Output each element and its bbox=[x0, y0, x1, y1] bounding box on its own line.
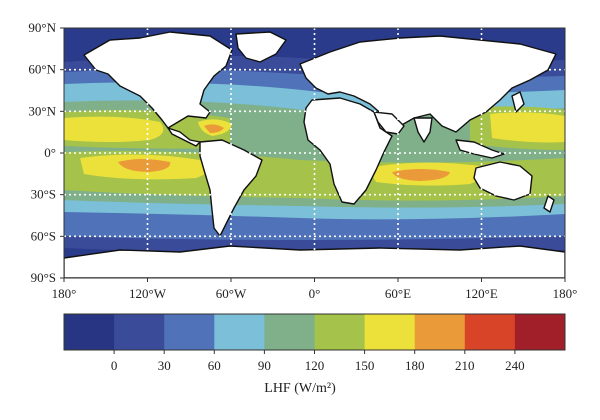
lon-tick-label: 180° bbox=[52, 286, 77, 301]
lon-tick-label: 120°W bbox=[129, 286, 167, 301]
lon-tick-label: 180° bbox=[553, 286, 578, 301]
india bbox=[413, 117, 433, 143]
colorbar-tick-label: 120 bbox=[305, 358, 325, 373]
lat-tick-label: 0° bbox=[44, 145, 56, 160]
lon-tick-label: 60°W bbox=[216, 286, 247, 301]
colorbar-title-text: LHF (W/m²) bbox=[264, 381, 336, 396]
antarctica bbox=[64, 245, 565, 278]
colorbar-tick-label: 0 bbox=[111, 358, 118, 373]
lon-tick-label: 0° bbox=[309, 286, 321, 301]
colorbar-tick-label: 90 bbox=[258, 358, 271, 373]
lon-tick-label: 120°E bbox=[465, 286, 498, 301]
colorbar-swatch bbox=[414, 314, 466, 350]
colorbar-tick-label: 60 bbox=[208, 358, 221, 373]
central-america bbox=[167, 127, 201, 147]
band-150-180-wnp bbox=[490, 112, 565, 143]
north-america bbox=[83, 31, 233, 129]
colorbar-swatch bbox=[214, 314, 265, 350]
colorbar-swatch bbox=[114, 314, 165, 350]
lat-tick-label: 90°S bbox=[31, 270, 56, 285]
longitude-axis: 180° 120°W 60°W 0° 60°E 120°E 180° bbox=[52, 278, 578, 301]
colorbar-swatch bbox=[464, 314, 516, 350]
colorbar-tick-label: 240 bbox=[505, 358, 525, 373]
lat-tick-label: 30°S bbox=[31, 187, 56, 202]
colorbar-swatch bbox=[364, 314, 416, 350]
lat-tick-label: 60°N bbox=[28, 62, 56, 77]
japan bbox=[511, 91, 525, 113]
colorbar-swatch bbox=[514, 314, 566, 350]
lat-tick-label: 60°S bbox=[31, 228, 56, 243]
latitude-axis: 90°N 60°N 30°N 0° 30°S 60°S 90°S bbox=[28, 20, 64, 285]
eurasia bbox=[299, 35, 557, 133]
band-180-210-carib bbox=[204, 124, 224, 133]
australia bbox=[473, 161, 533, 201]
colorbar-tick-label: 30 bbox=[158, 358, 171, 373]
colorbar-swatch bbox=[314, 314, 366, 350]
southeast-asia-islands bbox=[455, 139, 505, 159]
continents bbox=[64, 31, 565, 278]
lon-tick-label: 60°E bbox=[385, 286, 411, 301]
graticule bbox=[64, 28, 565, 278]
colorbar-tick-label: 150 bbox=[355, 358, 375, 373]
colorbar-ticks: 0 30 60 90 120 150 180 210 240 bbox=[111, 350, 525, 373]
lat-tick-label: 90°N bbox=[28, 20, 56, 35]
colorbar-swatch bbox=[164, 314, 215, 350]
colorbar-tick-label: 210 bbox=[455, 358, 475, 373]
map-panel bbox=[64, 28, 565, 278]
colorbar-tick-label: 180 bbox=[405, 358, 425, 373]
colorbar-title: LHF (W/m²) bbox=[0, 381, 600, 397]
colorbar-swatch bbox=[64, 314, 115, 350]
lat-tick-label: 30°N bbox=[28, 103, 56, 118]
greenland bbox=[235, 31, 287, 63]
colorbar-swatch bbox=[264, 314, 315, 350]
new-zealand bbox=[543, 195, 555, 213]
africa bbox=[303, 97, 393, 205]
band-180-210-sio bbox=[392, 169, 450, 181]
band-150-180-npac bbox=[64, 116, 164, 142]
band-180-210-spac bbox=[118, 159, 171, 172]
colorbar bbox=[63, 313, 566, 351]
